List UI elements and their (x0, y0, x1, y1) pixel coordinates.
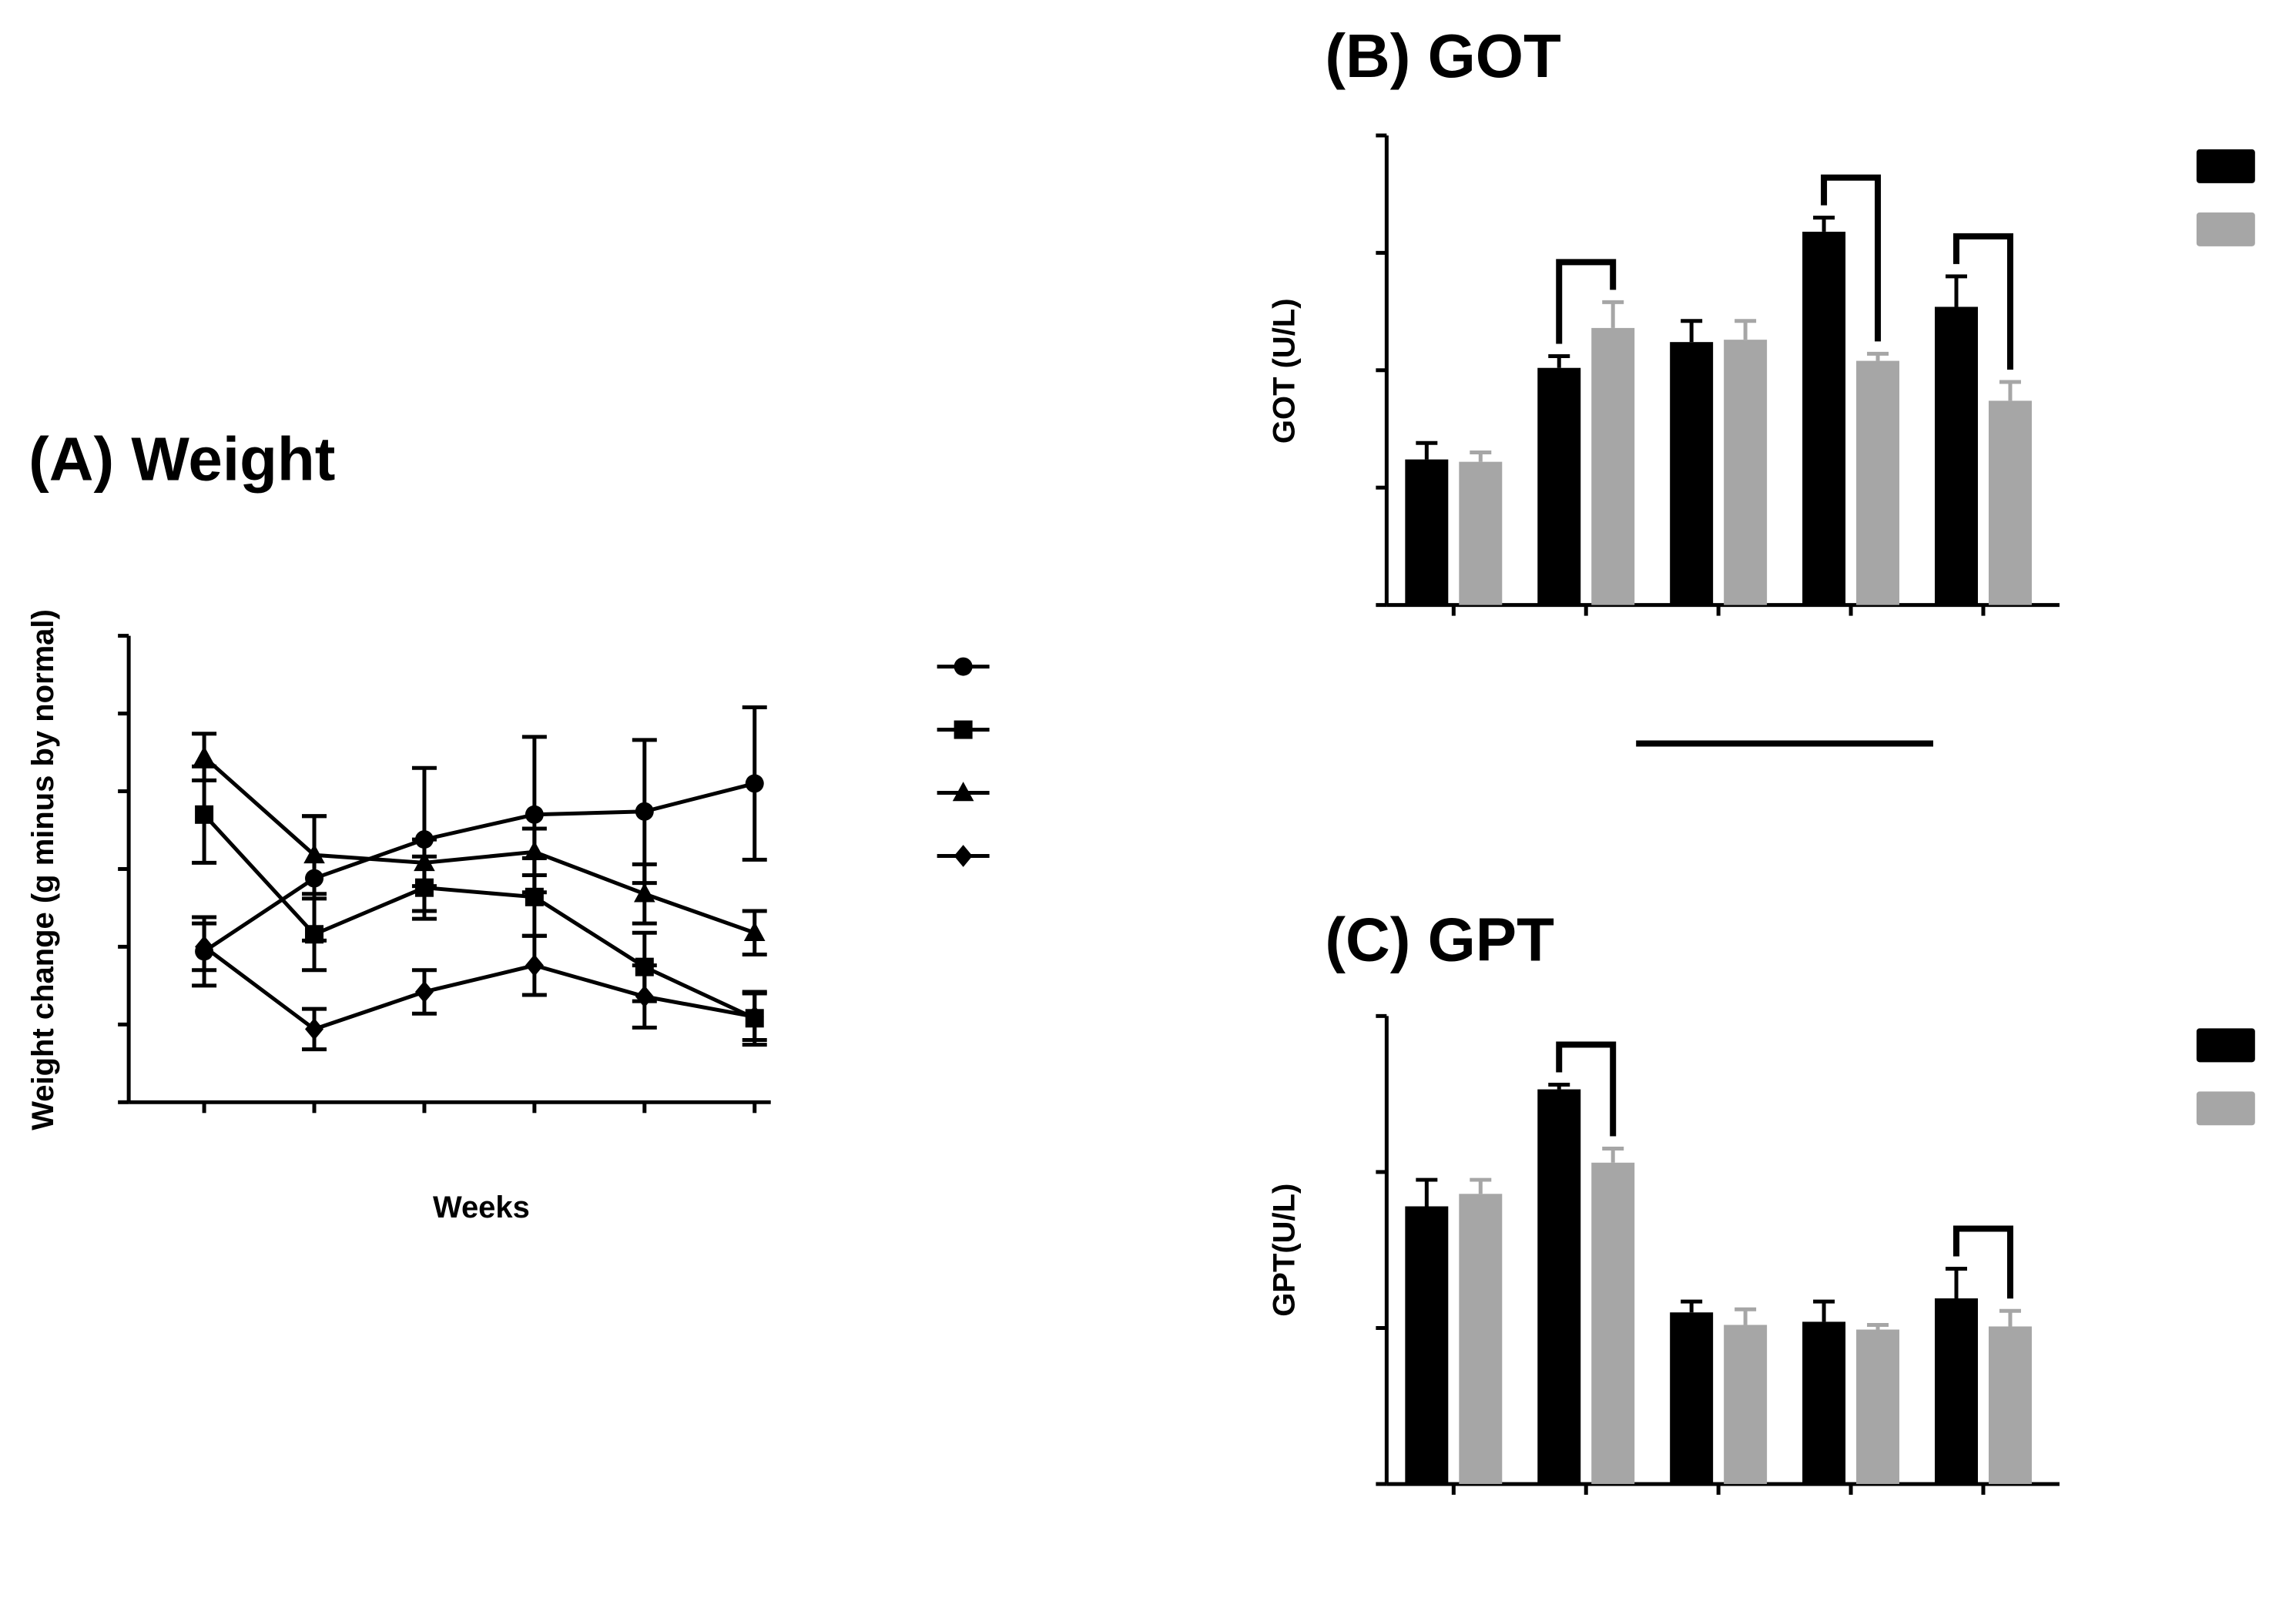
gpt-bar-after (1591, 1162, 1635, 1485)
gpt-bar-after (1459, 1194, 1503, 1485)
got-legend-swatch (2196, 149, 2255, 183)
gpt-bar-before (1405, 1206, 1449, 1485)
gpt-bar-after (1724, 1325, 1768, 1485)
got-bar-before (1802, 231, 1846, 605)
weight-point-triangle-icon (524, 840, 545, 861)
weight-chart-title: (A) Weight (28, 425, 335, 494)
got-bar-before (1537, 367, 1581, 605)
legend-triangle-icon (952, 782, 974, 802)
weight-series-line-1 (203, 813, 756, 1020)
gpt-y-axis-label: GPT(U/L) (1267, 1184, 1301, 1317)
weight-legend-entry (937, 845, 990, 867)
weight-point-diamond-icon (305, 1018, 324, 1040)
weight-point-square-icon (195, 805, 214, 824)
weight-point-triangle-icon (303, 843, 325, 864)
legend-circle-icon (954, 657, 973, 676)
got-legend-swatch (2196, 212, 2255, 246)
got-bar-before (1670, 342, 1714, 605)
gpt-bar-before (1802, 1321, 1846, 1485)
weight-panel: (A) Weight Weight change (g minus by nor… (26, 425, 990, 1224)
weight-point-circle-icon (745, 774, 764, 793)
got-significance-bracket (1952, 233, 2013, 370)
weight-legend-entry (937, 720, 990, 739)
got-panel: (B) GOT GOT (U/L) (1267, 22, 2255, 747)
weight-series-line-3 (203, 945, 756, 1032)
weight-point-square-icon (525, 887, 544, 906)
got-significance-bracket (1821, 174, 1882, 342)
weight-point-circle-icon (635, 802, 654, 821)
weight-legend-entry (937, 782, 990, 802)
weight-point-triangle-icon (193, 745, 215, 765)
weight-point-square-icon (305, 925, 324, 944)
legend-diamond-icon (954, 845, 973, 867)
got-chart-title: (B) GOT (1325, 22, 1560, 90)
got-bar-after (1988, 400, 2032, 605)
weight-point-diamond-icon (414, 980, 434, 1003)
gpt-legend-swatch (2196, 1028, 2255, 1063)
got-bar-before (1935, 306, 1978, 605)
got-legend-entry (2196, 149, 2255, 183)
weight-series-line-2 (203, 755, 756, 935)
gpt-bar-before (1537, 1089, 1581, 1485)
gpt-bar-before (1935, 1298, 1978, 1485)
weight-x-axis-label: Weeks (433, 1191, 530, 1224)
gpt-legend-swatch (2196, 1091, 2255, 1126)
gpt-significance-bracket (1952, 1225, 2013, 1299)
got-bar-after (1459, 461, 1503, 605)
weight-point-triangle-icon (414, 851, 435, 872)
got-bar-after (1591, 327, 1635, 605)
gpt-chart-title: (C) GPT (1325, 905, 1554, 973)
gpt-significance-bracket (1556, 1041, 1617, 1137)
got-bar-after (1856, 360, 1900, 605)
got-y-axis-label: GOT (U/L) (1267, 298, 1301, 444)
gpt-legend-entry (2196, 1091, 2255, 1126)
got-bar-before (1405, 459, 1449, 605)
weight-point-diamond-icon (635, 985, 654, 1008)
legend-square-icon (954, 720, 973, 739)
got-significance-bracket (1556, 259, 1617, 344)
got-legend-entry (2196, 212, 2255, 246)
weight-point-triangle-icon (634, 883, 655, 903)
gpt-panel: (C) GPT GPT(U/L) (1267, 905, 2255, 1495)
gpt-bar-after (1988, 1326, 2032, 1485)
weight-series-line-0 (203, 781, 756, 953)
got-bar-after (1724, 340, 1768, 605)
weight-legend-entry (937, 657, 990, 676)
weight-point-triangle-icon (743, 921, 766, 942)
weight-point-circle-icon (525, 805, 544, 824)
gpt-bar-after (1856, 1329, 1900, 1485)
gpt-legend-entry (2196, 1028, 2255, 1063)
gpt-bar-before (1670, 1312, 1714, 1485)
weight-y-axis-label: Weight change (g minus by normal) (26, 609, 60, 1130)
